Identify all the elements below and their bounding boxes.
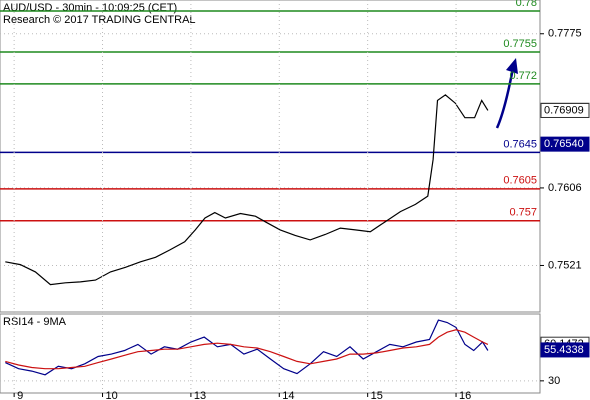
price-box — [540, 102, 590, 118]
panel-title: RSI14 - 9MA — [3, 316, 67, 328]
y-tick-label: 0.7606 — [548, 182, 582, 194]
x-tick-label: 16 — [459, 390, 471, 400]
x-tick-label: 13 — [194, 390, 206, 400]
x-tick-label: 15 — [371, 390, 383, 400]
level-label: 0.7755 — [503, 38, 537, 50]
level-label: 0.772 — [509, 70, 537, 82]
price-box — [540, 342, 590, 358]
series-line — [5, 329, 489, 370]
price-box-label: 55.4338 — [544, 344, 584, 356]
y-tick-label: 0.7775 — [548, 28, 582, 40]
level-label: 0.78 — [516, 0, 537, 9]
x-tick-label: 14 — [282, 390, 294, 400]
main-frame — [0, 0, 541, 313]
level-label: 0.7605 — [503, 175, 537, 187]
level-label: 0.7645 — [503, 138, 537, 150]
forecast-arrowhead — [506, 58, 518, 74]
x-tick-label: 9 — [17, 390, 23, 400]
chart-subtitle: Research © 2017 TRADING CENTRAL — [3, 14, 196, 26]
chart-title: AUD/USD - 30min - 10:09:25 (CET) — [3, 2, 177, 14]
price-box — [540, 136, 590, 152]
y-tick-label: 30 — [548, 375, 560, 387]
rsi-frame — [0, 313, 541, 394]
y-tick-label: 0.7521 — [548, 259, 582, 271]
forecast-arrow — [495, 67, 515, 129]
level-label: 0.757 — [509, 207, 537, 219]
series-line — [5, 94, 489, 286]
x-tick-label: 10 — [106, 390, 118, 400]
price-box-label: 0.76540 — [544, 138, 584, 150]
price-box-label: 0.76909 — [544, 104, 584, 116]
series-line — [5, 319, 489, 376]
